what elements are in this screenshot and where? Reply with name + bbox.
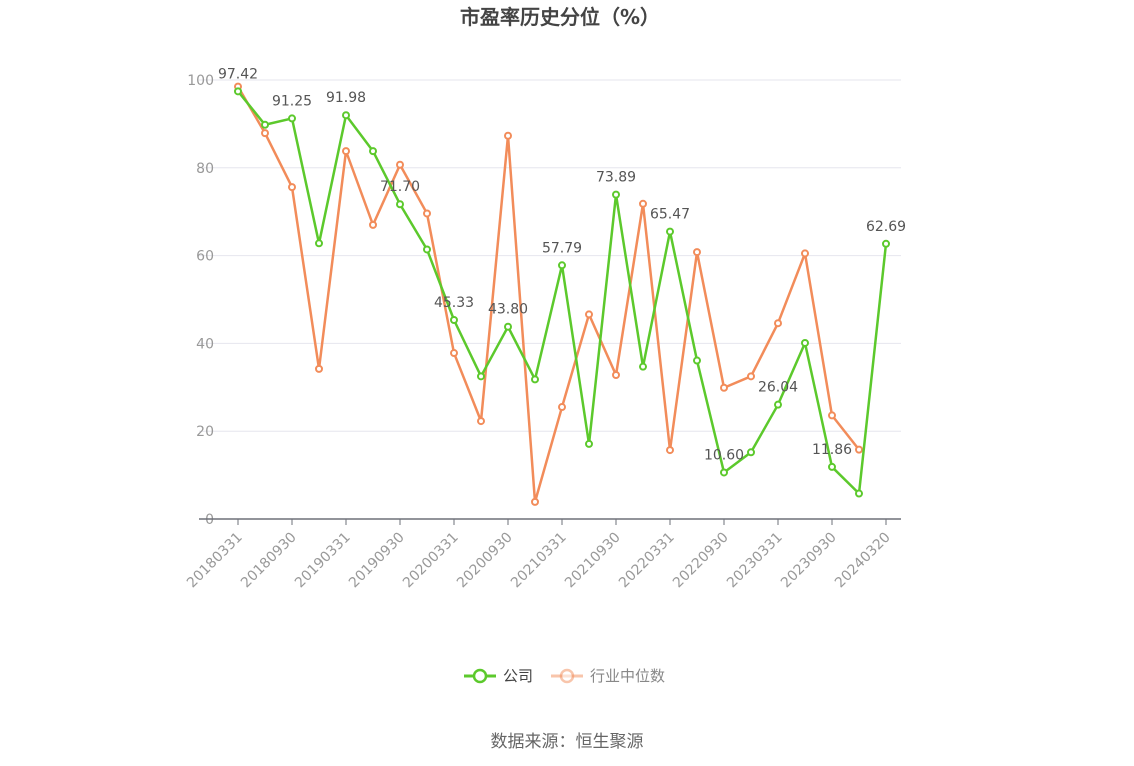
y-tick-label: 60 [196,249,214,265]
data-point-company[interactable] [450,316,458,325]
data-label-company: 26.04 [758,380,798,396]
data-point-company[interactable] [666,227,674,236]
legend-label-industry-median: 行业中位数 [590,667,665,685]
data-point-company[interactable] [504,322,512,331]
x-tick-label: 20230331 [724,529,786,591]
x-axis: 2018033120180930201903312019093020200331… [184,518,901,591]
data-point-industry-median[interactable] [531,497,539,506]
data-point-industry-median[interactable] [315,364,323,373]
x-tick-label: 20190930 [346,529,408,591]
legend-label-company: 公司 [503,667,533,685]
y-tick-label: 80 [196,161,214,177]
y-tick-label: 20 [196,424,214,440]
data-label-company: 10.60 [704,447,744,463]
data-point-company[interactable] [720,468,728,477]
data-point-company[interactable] [342,111,350,120]
data-point-company[interactable] [261,120,269,129]
data-labels: 97.42 91.25 91.98 71.70 45.33 43.80 57.79 73.89… [218,66,906,463]
data-point-industry-median[interactable] [504,131,512,140]
data-point-company[interactable] [531,375,539,384]
series-layer [234,82,890,506]
data-label-company: 71.70 [380,179,420,195]
source-note: 数据来源：恒生聚源 [491,732,644,752]
data-point-company[interactable] [855,489,863,498]
data-point-industry-median[interactable] [666,446,674,455]
data-point-company[interactable] [477,372,485,381]
data-point-company[interactable] [423,245,431,254]
data-point-industry-median[interactable] [450,349,458,358]
x-tick-label: 20210930 [562,529,624,591]
data-label-company: 73.89 [596,170,636,186]
data-point-company[interactable] [288,114,296,123]
data-point-industry-median[interactable] [774,319,782,328]
data-label-company: 43.80 [488,302,528,318]
data-point-industry-median[interactable] [261,129,269,138]
legend-marker-industry-median [559,668,575,684]
legend-marker-company [472,668,488,684]
x-tick-label: 20190331 [292,529,354,591]
data-label-company: 65.47 [650,207,690,223]
data-point-industry-median[interactable] [288,183,296,192]
chart-title: 市盈率历史分位（%） [460,5,660,29]
data-point-company[interactable] [315,239,323,248]
data-point-industry-median[interactable] [423,209,431,218]
x-tick-label: 20180331 [184,529,246,591]
data-point-company[interactable] [747,448,755,457]
data-label-company: 45.33 [434,295,474,311]
data-label-company: 91.98 [326,90,366,106]
data-point-industry-median[interactable] [369,220,377,229]
y-tick-label: 0 [205,512,214,528]
data-point-industry-median[interactable] [612,371,620,380]
data-point-company[interactable] [639,362,647,371]
data-point-industry-median[interactable] [558,403,566,412]
data-point-company[interactable] [369,147,377,156]
data-point-company[interactable] [882,239,890,248]
x-tick-label: 20210331 [508,529,570,591]
legend[interactable]: 公司 行业中位数 [464,667,665,685]
data-point-company[interactable] [801,338,809,347]
data-point-industry-median[interactable] [747,372,755,381]
data-point-industry-median[interactable] [585,310,593,319]
data-point-industry-median[interactable] [855,445,863,454]
data-point-company[interactable] [585,439,593,448]
data-point-company[interactable] [693,356,701,365]
data-point-industry-median[interactable] [693,248,701,257]
data-label-company: 62.69 [866,219,906,235]
y-tick-label: 40 [196,336,214,352]
y-tick-label: 100 [187,73,214,89]
data-point-company[interactable] [774,400,782,409]
x-tick-label: 20220930 [670,529,732,591]
x-tick-label: 20180930 [238,529,300,591]
data-label-company: 57.79 [542,240,582,256]
data-label-company: 11.86 [812,442,852,458]
data-point-industry-median[interactable] [639,199,647,208]
data-label-company: 97.42 [218,66,258,82]
series-line-industry-median [236,85,860,504]
data-point-industry-median[interactable] [396,160,404,169]
y-axis: 0 20 40 60 80 100 [187,73,214,528]
x-tick-label: 20230930 [778,529,840,591]
x-tick-label: 20240320 [832,529,894,591]
data-point-company[interactable] [612,190,620,199]
data-point-industry-median[interactable] [828,411,836,420]
data-point-industry-median[interactable] [801,249,809,258]
data-point-industry-median[interactable] [477,417,485,426]
data-point-industry-median[interactable] [342,147,350,156]
data-point-industry-median[interactable] [720,383,728,392]
data-point-company[interactable] [234,87,242,96]
x-tick-label: 20200930 [454,529,516,591]
data-point-company[interactable] [396,200,404,209]
legend-item-industry-median[interactable]: 行业中位数 [551,667,665,685]
x-tick-label: 20200331 [400,529,462,591]
legend-item-company[interactable]: 公司 [464,667,533,685]
data-point-company[interactable] [828,462,836,471]
x-tick-label: 20220331 [616,529,678,591]
data-label-company: 91.25 [272,93,312,109]
data-point-company[interactable] [558,261,566,270]
